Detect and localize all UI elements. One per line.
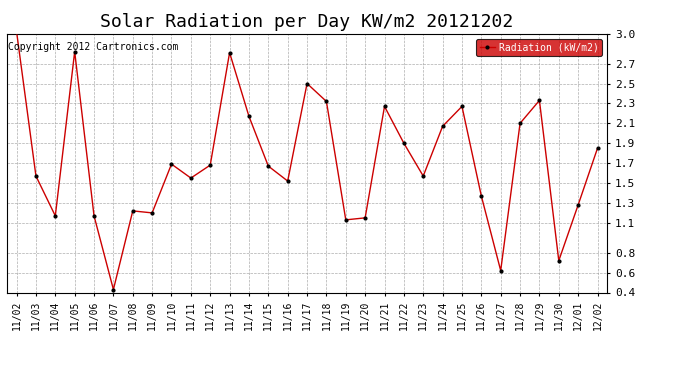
Radiation (kW/m2) <box>90 214 98 218</box>
Radiation (kW/m2) <box>264 164 273 168</box>
Radiation (kW/m2) <box>342 217 350 222</box>
Radiation (kW/m2) <box>380 104 388 109</box>
Radiation (kW/m2) <box>322 99 331 104</box>
Radiation (kW/m2) <box>555 258 563 263</box>
Radiation (kW/m2) <box>109 287 117 292</box>
Radiation (kW/m2) <box>458 104 466 109</box>
Legend: Radiation (kW/m2): Radiation (kW/m2) <box>476 39 602 56</box>
Radiation (kW/m2) <box>51 214 59 218</box>
Radiation (kW/m2) <box>206 163 215 167</box>
Title: Solar Radiation per Day KW/m2 20121202: Solar Radiation per Day KW/m2 20121202 <box>101 13 513 31</box>
Radiation (kW/m2) <box>128 209 137 213</box>
Radiation (kW/m2) <box>477 194 486 198</box>
Radiation (kW/m2) <box>400 141 408 146</box>
Radiation (kW/m2) <box>574 202 582 207</box>
Radiation (kW/m2) <box>438 124 446 129</box>
Radiation (kW/m2) <box>12 30 21 34</box>
Radiation (kW/m2) <box>245 114 253 118</box>
Radiation (kW/m2) <box>284 179 292 183</box>
Radiation (kW/m2) <box>497 268 505 273</box>
Radiation (kW/m2) <box>361 216 369 220</box>
Radiation (kW/m2) <box>593 146 602 150</box>
Text: Copyright 2012 Cartronics.com: Copyright 2012 Cartronics.com <box>8 42 179 51</box>
Radiation (kW/m2) <box>303 81 311 86</box>
Radiation (kW/m2) <box>419 174 427 178</box>
Line: Radiation (kW/m2): Radiation (kW/m2) <box>14 29 600 292</box>
Radiation (kW/m2) <box>516 121 524 126</box>
Radiation (kW/m2) <box>226 50 234 55</box>
Radiation (kW/m2) <box>168 162 176 166</box>
Radiation (kW/m2) <box>187 176 195 180</box>
Radiation (kW/m2) <box>148 211 156 215</box>
Radiation (kW/m2) <box>32 174 40 178</box>
Radiation (kW/m2) <box>70 50 79 54</box>
Radiation (kW/m2) <box>535 98 544 103</box>
